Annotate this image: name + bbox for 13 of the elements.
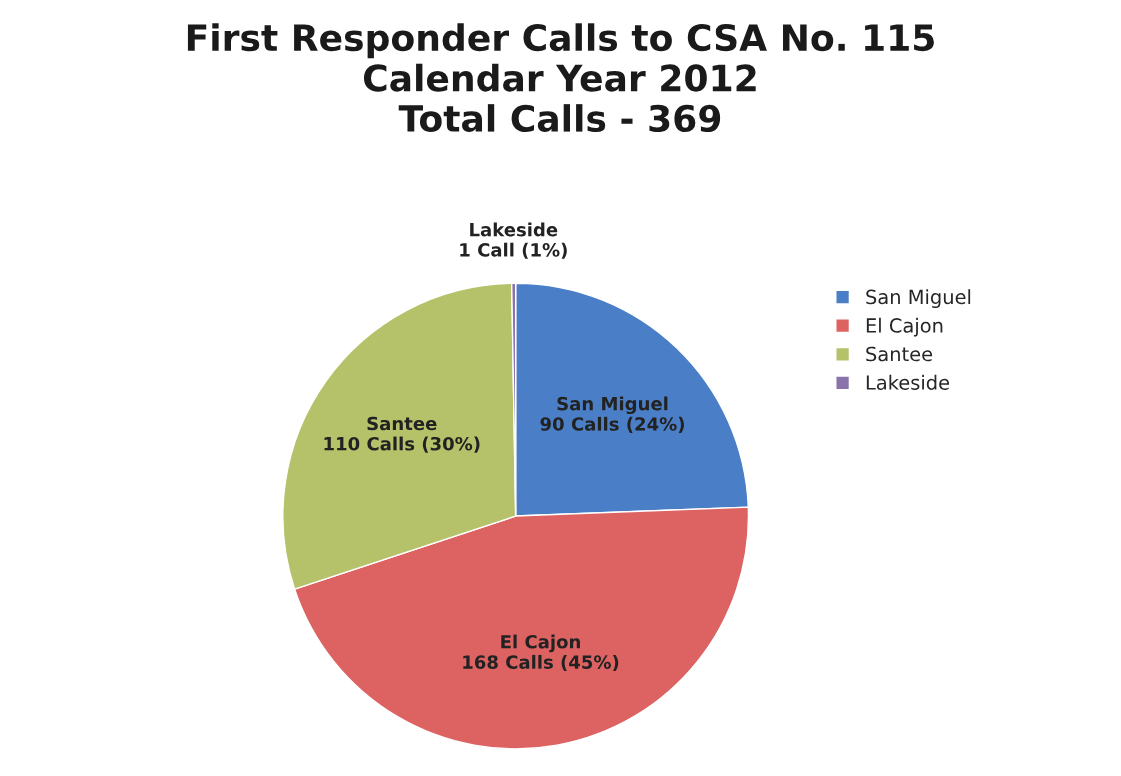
data-label: 90 Calls (24%) (540, 416, 684, 433)
legend-label: Santee (866, 346, 933, 362)
slice-label: El Cajon (501, 634, 580, 653)
data-label: 110 Calls (30%) (324, 436, 480, 453)
slice-label: Lakeside (470, 222, 558, 237)
legend-label: San Miguel (866, 289, 971, 309)
legend-label: El Cajon (866, 317, 943, 337)
data-label: 168 Calls (45%) (463, 654, 619, 672)
legend-label: Lakeside (866, 374, 950, 390)
chart-title: First Responder Calls to CSA No. 115 Calendar Year 2012 Total Calls - 369 (187, 23, 934, 133)
slice-label: Santee (367, 416, 437, 431)
slice-label: San Miguel (557, 396, 668, 415)
data-label: 1 Call (1%) (460, 242, 567, 259)
